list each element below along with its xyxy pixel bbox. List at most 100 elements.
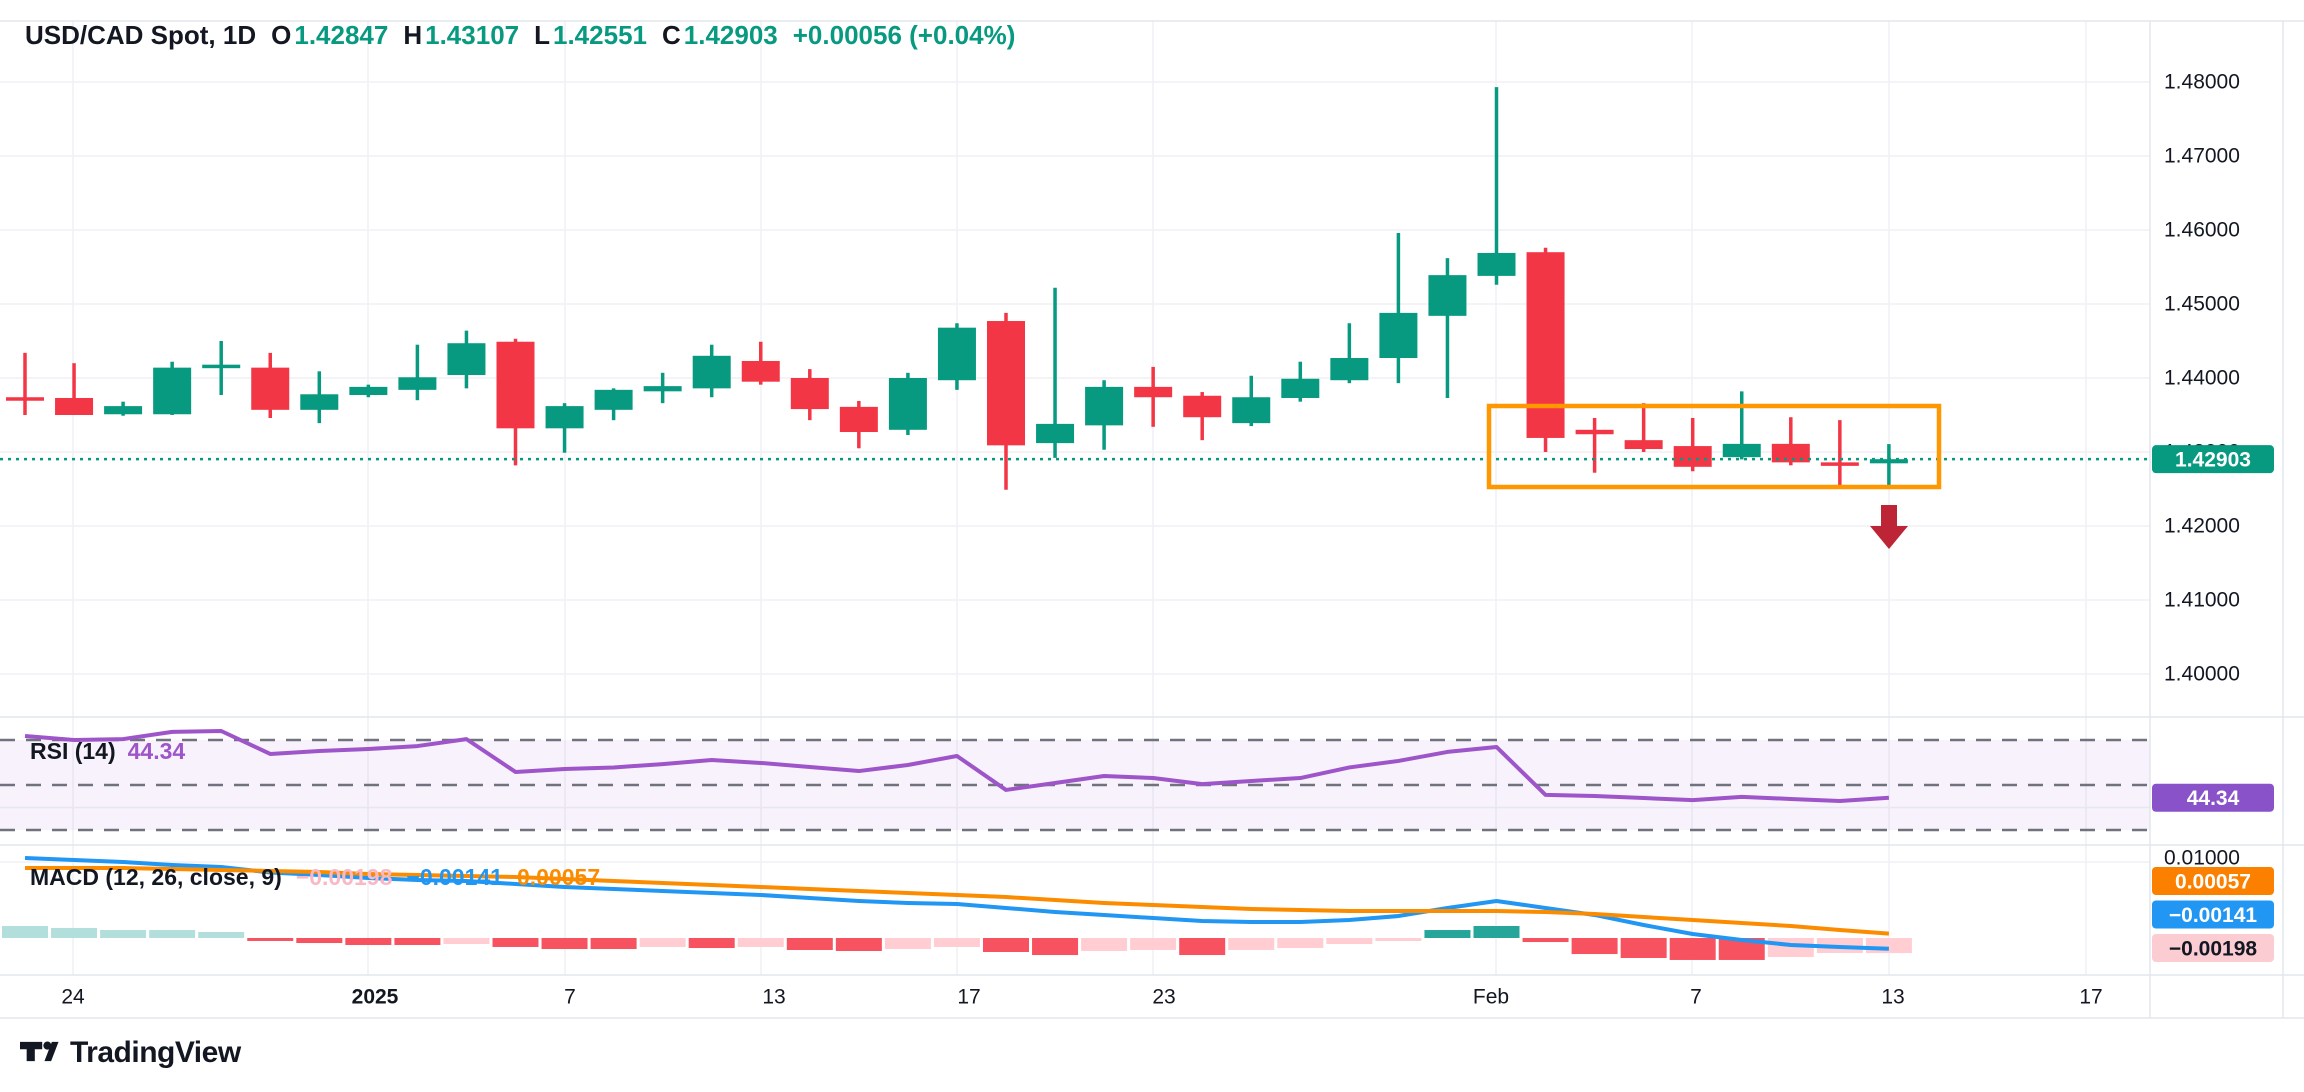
- macd-histogram-bar: [835, 938, 882, 951]
- candle-body: [447, 343, 486, 376]
- candle-body: [6, 397, 44, 401]
- candle-body: [349, 386, 388, 396]
- macd-histogram-bar: [1473, 925, 1520, 938]
- time-axis-label: 13: [762, 986, 785, 1009]
- macd-histogram-bar: [1865, 938, 1912, 954]
- macd-histogram-bar: [884, 938, 931, 950]
- rsi-line: [24, 729, 1890, 803]
- time-axis-label: 24: [61, 986, 85, 1009]
- macd-histogram-bar: [786, 938, 833, 951]
- last-price-badge-text: 1.42903: [2175, 449, 2251, 472]
- price-axis-label: 1.40000: [2164, 663, 2240, 686]
- macd-histogram-bar: [296, 938, 343, 944]
- macd-value-badge-text: 0.00057: [2175, 871, 2251, 894]
- candle-body: [1281, 378, 1320, 398]
- down-arrow-annotation: [1870, 505, 1908, 549]
- macd-histogram-bar: [1424, 930, 1471, 938]
- macd-histogram-bar: [1326, 938, 1373, 945]
- candle-body: [1526, 252, 1565, 438]
- macd-hist-value: −0.00198: [295, 864, 393, 890]
- macd-histogram-bar: [541, 938, 588, 950]
- macd-histogram-bar: [590, 938, 637, 950]
- macd-histogram-bar: [1032, 938, 1079, 956]
- candle-body: [545, 406, 584, 429]
- macd-histogram-bar: [2, 925, 48, 938]
- candle-body: [594, 389, 633, 410]
- candle-body: [839, 406, 878, 433]
- rsi-value-badge-text: 44.34: [2187, 787, 2240, 810]
- time-axis-label: 7: [564, 986, 576, 1009]
- macd-histogram-bar: [1277, 938, 1324, 949]
- time-axis-label: 23: [1152, 986, 1175, 1009]
- candle-body: [1379, 312, 1418, 359]
- symbol-title: USD/CAD Spot, 1D: [25, 20, 257, 50]
- candle-body: [1771, 443, 1810, 463]
- candle-body: [937, 327, 976, 381]
- macd-histogram-bar: [1669, 938, 1716, 960]
- macd-line-value: −0.00141: [406, 864, 503, 890]
- macd-indicator-label: MACD (12, 26, close, 9) −0.00198 −0.0014…: [30, 864, 600, 891]
- last-price-badge: [2152, 445, 2274, 474]
- macd-value-badge: [2152, 867, 2274, 895]
- candle-body: [1477, 252, 1516, 276]
- rsi-title: RSI (14): [30, 738, 116, 764]
- macd-histogram-bar: [1620, 938, 1667, 958]
- tradingview-logo[interactable]: TradingView: [20, 1036, 241, 1070]
- macd-histogram-bar: [933, 938, 980, 947]
- macd-histogram-bar: [198, 931, 245, 938]
- candle-body: [300, 394, 339, 410]
- candle-body: [1869, 459, 1908, 464]
- candle-body: [1232, 397, 1271, 424]
- price-axis-label: 1.46000: [2164, 219, 2240, 242]
- macd-value-badge: [2152, 934, 2274, 962]
- candle-body: [55, 397, 94, 415]
- price-axis-label: 1.47000: [2164, 145, 2240, 168]
- macd-histogram-bar: [100, 930, 147, 938]
- candle-body: [1330, 358, 1369, 381]
- price-axis-label: 1.44000: [2164, 367, 2240, 390]
- candle-body: [643, 386, 682, 392]
- macd-histogram-bar: [737, 938, 784, 947]
- candle-body: [1428, 275, 1467, 316]
- macd-histogram-bar: [1571, 938, 1618, 955]
- time-axis-label: 7: [1690, 986, 1702, 1009]
- candle-body: [1134, 386, 1173, 398]
- candle-body: [987, 321, 1025, 446]
- candle-body: [251, 367, 290, 410]
- candle-body: [153, 367, 192, 415]
- macd-histogram-bar: [492, 938, 539, 947]
- candle-body: [1624, 440, 1663, 450]
- macd-histogram-bar: [1081, 938, 1128, 951]
- candle-body: [1575, 429, 1614, 435]
- time-axis-label: Feb: [1473, 986, 1509, 1009]
- price-axis-label: 1.45000: [2164, 293, 2240, 316]
- price-axis-label: 1.42000: [2164, 515, 2240, 538]
- macd-histogram-bar: [51, 927, 98, 938]
- time-axis-label: 17: [2079, 986, 2102, 1009]
- macd-histogram-bar: [1375, 938, 1422, 941]
- time-axis-label: 13: [1881, 986, 1904, 1009]
- tradingview-logo-text: TradingView: [70, 1036, 241, 1069]
- price-axis-label: 1.41000: [2164, 589, 2240, 612]
- candle-body: [1085, 386, 1124, 426]
- macd-histogram-bar: [1718, 938, 1765, 960]
- symbol-header: USD/CAD Spot, 1D O 1.42847 H 1.43107 L 1.42…: [25, 20, 1015, 51]
- low-value: L 1.42551: [534, 20, 647, 50]
- candle-body: [1722, 443, 1761, 458]
- candle-body: [496, 341, 535, 429]
- close-value: C 1.42903: [661, 20, 778, 50]
- tradingview-logo-icon: [20, 1041, 59, 1062]
- macd-histogram-bar: [1522, 938, 1569, 943]
- high-value: H 1.43107: [403, 20, 520, 50]
- candle-body: [1820, 462, 1859, 466]
- time-axis-label: 2025: [352, 986, 399, 1009]
- macd-value-badge-text: −0.00141: [2169, 904, 2257, 927]
- change-value: +0.00056 (+0.04%): [792, 20, 1016, 50]
- rsi-value-badge: [2152, 783, 2274, 812]
- candle-body: [790, 378, 829, 410]
- macd-histogram-bar: [983, 938, 1029, 952]
- time-axis-label: 17: [957, 986, 980, 1009]
- macd-signal-line: [25, 866, 1890, 936]
- macd-histogram-bar: [443, 938, 490, 945]
